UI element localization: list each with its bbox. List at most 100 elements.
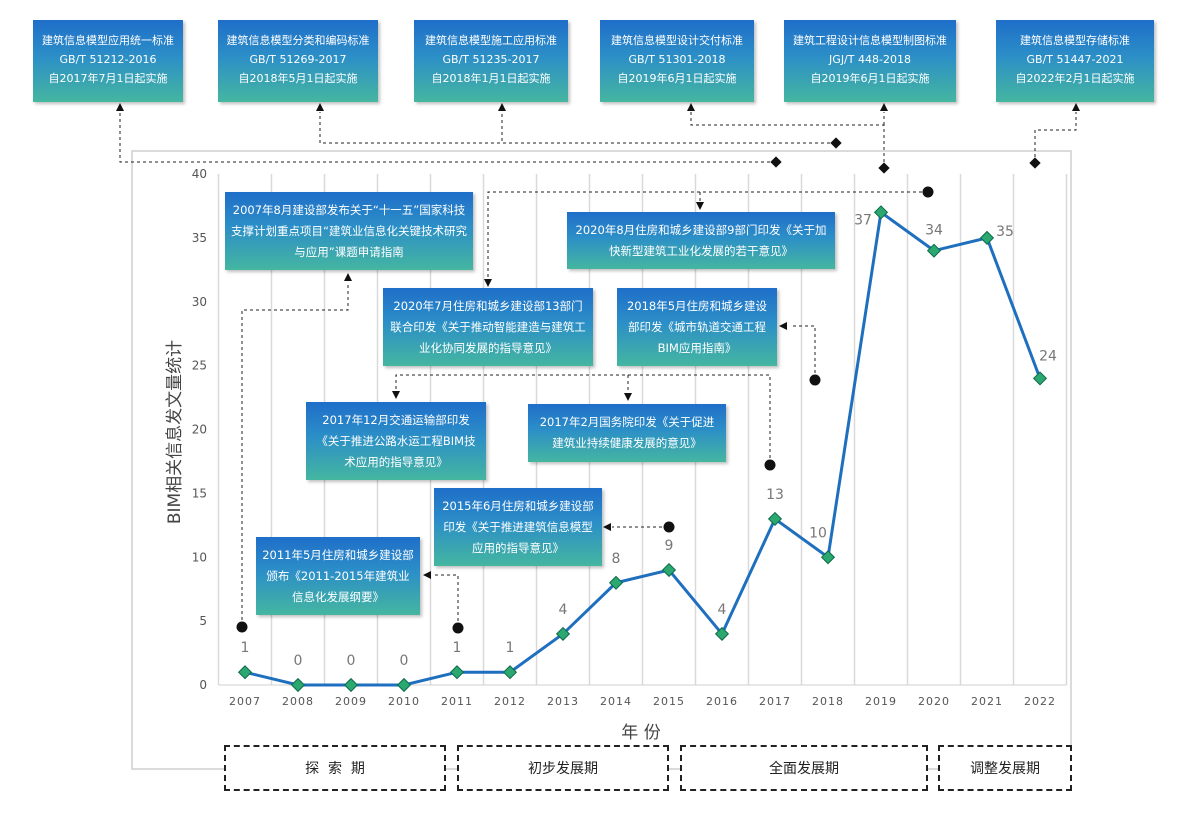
event-box-2018-05: 2018年5月住房和城乡建设部印发《城市轨道交通工程BIM应用指南》	[617, 288, 777, 366]
standard-date: 自2017年7月1日起实施	[48, 72, 168, 85]
connector-arrow	[484, 279, 492, 287]
event-text: 2007年8月建设部发布关于“十一五”国家科技支撑计划重点项目“建筑业信息化关键…	[231, 202, 467, 259]
data-point	[1032, 371, 1048, 386]
connector-line	[501, 112, 836, 144]
connector-arrow	[880, 103, 888, 111]
connector-arrow	[344, 273, 352, 281]
connector-arrow	[687, 103, 695, 111]
x-tick-label: 2007	[229, 695, 261, 708]
standard-name: 建筑工程设计信息模型制图标准	[793, 34, 947, 47]
standard-date: 自2018年5月1日起实施	[238, 72, 358, 85]
connector-dot	[922, 186, 934, 198]
connector-diamond	[878, 162, 890, 174]
connector-arrow	[116, 103, 124, 111]
x-tick-label: 2018	[812, 695, 844, 708]
event-text: 2017年12月交通运输部印发《关于推进公路水运工程BIM技术应用的指导意见》	[316, 412, 476, 469]
data-label: 9	[665, 538, 674, 554]
y-tick-label: 5	[199, 614, 207, 628]
standard-code: GB/T 51269-2017	[249, 53, 347, 66]
connector-arrow	[316, 103, 324, 111]
event-box-2015-06: 2015年6月住房和城乡建设部印发《关于推进建筑信息模型应用的指导意见》	[434, 488, 602, 566]
data-point	[343, 677, 359, 693]
phase-label: 调整发展期	[970, 761, 1040, 777]
connector-arrow	[603, 523, 611, 531]
phase-label: 全面发展期	[769, 761, 839, 777]
connector-diamond	[830, 137, 842, 149]
event-text: 2020年8月住房和城乡建设部9部门印发《关于加快新型建筑工业化发展的若干意见》	[575, 222, 827, 258]
x-tick-label: 2022	[1024, 695, 1056, 708]
x-tick-label: 2011	[441, 695, 473, 708]
connector-line	[241, 282, 349, 620]
data-label: 24	[1039, 348, 1057, 364]
data-label: 0	[347, 653, 356, 669]
x-tick-label: 2019	[865, 695, 897, 708]
data-label: 4	[718, 602, 727, 618]
data-label: 35	[996, 224, 1014, 240]
x-tick-label: 2009	[335, 695, 367, 708]
y-tick-label: 25	[192, 359, 207, 373]
connector-dot	[663, 521, 675, 533]
standard-box-6: 建筑信息模型存储标准 GB/T 51447-2021 自2022年2月1日起实施	[996, 20, 1154, 102]
standard-box-5: 建筑工程设计信息模型制图标准 JGJ/T 448-2018 自2019年6月1日…	[784, 20, 956, 102]
data-point	[396, 677, 412, 693]
event-text: 2018年5月住房和城乡建设部印发《城市轨道交通工程BIM应用指南》	[626, 298, 768, 355]
x-axis-title: 年 份	[621, 723, 660, 743]
x-tick-label: 2013	[547, 695, 579, 708]
x-tick-label: 2020	[918, 695, 950, 708]
event-text: 2011年5月住房和城乡建设部颁布《2011-2015年建筑业信息化发展纲要》	[262, 547, 414, 604]
standard-name: 建筑信息模型存储标准	[1020, 34, 1130, 47]
event-text: 2015年6月住房和城乡建设部印发《关于推进建筑信息模型应用的指导意见》	[442, 498, 594, 555]
data-point	[608, 575, 624, 590]
event-box-2007: 2007年8月建设部发布关于“十一五”国家科技支撑计划重点项目“建筑业信息化关键…	[225, 192, 473, 270]
standard-box-1: 建筑信息模型应用统一标准 GB/T 51212-2016 自2017年7月1日起…	[33, 20, 183, 102]
connector-line	[790, 325, 816, 373]
event-box-2011-05: 2011年5月住房和城乡建设部颁布《2011-2015年建筑业信息化发展纲要》	[256, 537, 420, 615]
connector-arrow	[1072, 103, 1080, 111]
standard-date: 自2019年6月1日起实施	[810, 72, 930, 85]
data-point	[873, 205, 889, 220]
standard-code: GB/T 51301-2018	[628, 53, 726, 66]
connector-arrow	[624, 393, 632, 401]
data-label: 4	[559, 602, 568, 618]
x-tick-label: 2010	[388, 695, 420, 708]
phase-exploration: 探 索 期	[224, 745, 446, 791]
y-tick-label: 40	[192, 167, 207, 181]
standard-code: GB/T 51447-2021	[1026, 53, 1124, 66]
connector-dot	[764, 459, 776, 471]
connector-arrow	[498, 103, 506, 111]
data-label: 10	[809, 525, 827, 541]
connector-line	[395, 374, 771, 458]
y-tick-label: 15	[192, 486, 207, 500]
event-text: 2020年7月住房和城乡建设部13部门联合印发《关于推动智能建造与建筑工业化协同…	[390, 298, 586, 355]
standard-code: GB/T 51235-2017	[442, 53, 540, 66]
data-point	[926, 243, 942, 258]
standard-date: 自2022年2月1日起实施	[1015, 72, 1135, 85]
standard-name: 建筑信息模型设计交付标准	[611, 34, 743, 47]
y-tick-label: 0	[199, 678, 207, 692]
x-tick-label: 2016	[706, 695, 738, 708]
connector-line	[119, 112, 776, 163]
standard-date: 自2019年6月1日起实施	[617, 72, 737, 85]
data-point	[449, 665, 465, 680]
event-box-2017-12: 2017年12月交通运输部印发《关于推进公路水运工程BIM技术应用的指导意见》	[306, 402, 486, 480]
phase-full: 全面发展期	[680, 745, 928, 791]
y-tick-label: 20	[192, 423, 207, 437]
event-text: 2017年2月国务院印发《关于促进建筑业持续健康发展的意见》	[539, 415, 715, 450]
data-label: 1	[506, 640, 515, 656]
y-tick-label: 30	[192, 295, 207, 309]
data-point	[661, 562, 677, 578]
connector-arrow	[696, 202, 704, 210]
standard-box-4: 建筑信息模型设计交付标准 GB/T 51301-2018 自2019年6月1日起…	[600, 20, 754, 102]
event-box-2020-07: 2020年7月住房和城乡建设部13部门联合印发《关于推动智能建造与建筑工业化协同…	[383, 288, 593, 366]
y-axis-title: BIM相关信息发文量统计	[165, 340, 185, 524]
x-tick-label: 2014	[600, 695, 632, 708]
standard-box-3: 建筑信息模型施工应用标准 GB/T 51235-2017 自2018年1月1日起…	[414, 20, 568, 102]
connector-line	[432, 574, 459, 621]
connector-dot	[236, 621, 248, 633]
data-point	[979, 230, 995, 245]
x-tick-label: 2012	[494, 695, 526, 708]
data-label: 1	[241, 640, 250, 656]
data-label: 37	[854, 212, 872, 228]
phase-label: 初步发展期	[528, 761, 598, 777]
x-tick-label: 2017	[759, 695, 791, 708]
